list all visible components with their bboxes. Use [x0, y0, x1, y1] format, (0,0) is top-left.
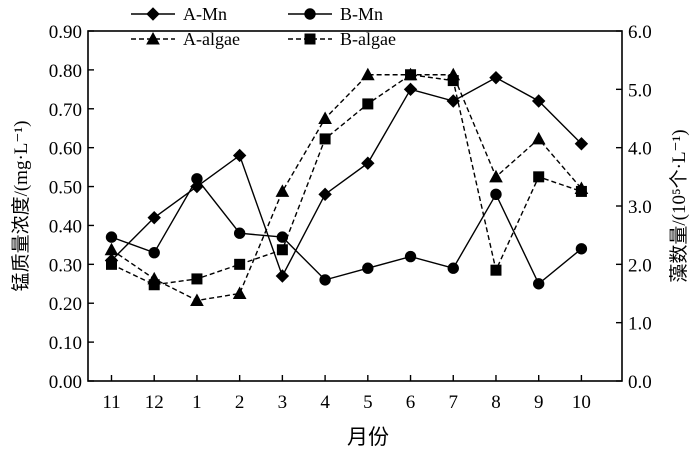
data-point-a-algae [104, 242, 119, 256]
y-right-tick-label: 6.0 [628, 22, 652, 43]
data-point-a-mn [232, 148, 247, 163]
y-left-tick-label: 0.20 [49, 294, 82, 315]
legend-label: A-Mn [183, 4, 227, 24]
y-left-tick-label: 0.80 [49, 61, 82, 82]
legend-marker [304, 33, 316, 45]
x-tick-label: 4 [320, 392, 330, 413]
data-point-b-algae [533, 171, 545, 183]
data-point-b-algae [191, 273, 203, 285]
data-point-a-mn [361, 156, 375, 170]
y-left-tick-label: 0.10 [49, 333, 82, 354]
data-point-b-algae [490, 264, 502, 276]
legend-entry-a-algae: A-algae [131, 29, 240, 49]
data-point-a-algae [190, 293, 204, 306]
legend-label: B-algae [340, 29, 396, 49]
y-left-tick-label: 0.00 [49, 372, 82, 393]
data-point-b-algae [447, 75, 459, 87]
y-right-tick-label: 2.0 [628, 255, 652, 276]
legend-marker [304, 8, 316, 20]
y-right-tick-label: 0.0 [628, 372, 652, 393]
data-point-b-algae [234, 258, 246, 270]
x-tick-label: 10 [572, 392, 591, 413]
y-left-tick-label: 0.30 [49, 255, 82, 276]
data-point-a-algae [232, 286, 247, 299]
legend-label: B-Mn [340, 4, 383, 24]
data-point-b-mn [276, 231, 289, 243]
series-line-a-mn [111, 76, 582, 278]
y-axis-right-label: 藻数量/(10⁵个·L⁻¹) [668, 129, 690, 282]
data-point-a-mn [318, 187, 332, 202]
series-line-b-algae [111, 74, 582, 286]
y-left-tick-label: 0.60 [49, 139, 82, 160]
x-tick-label: 11 [102, 392, 120, 413]
data-point-b-algae [405, 69, 417, 81]
data-point-b-mn [490, 188, 502, 201]
x-tick-label: 7 [449, 392, 459, 413]
data-point-b-mn [319, 274, 331, 286]
data-point-b-mn [575, 243, 588, 255]
data-point-a-algae [275, 184, 290, 197]
y-right-tick-label: 5.0 [628, 80, 652, 101]
data-point-b-mn [191, 173, 203, 185]
legend-marker [146, 7, 160, 21]
data-point-a-mn [489, 70, 503, 85]
series-line-b-mn [111, 177, 582, 285]
x-tick-label: 8 [491, 392, 501, 413]
legend-entry-a-mn: A-Mn [131, 4, 227, 24]
data-point-a-algae [489, 169, 503, 183]
legend: A-Mn B-Mn A-algae B-algae [131, 4, 396, 49]
x-axis-label: 月份 [347, 425, 389, 449]
y-left-tick-label: 0.90 [49, 22, 82, 43]
axes: 0.00 0.10 0.20 0.30 0.40 0.50 0.60 0.70 0.80 0.90… [49, 22, 652, 413]
series-b-mn [105, 173, 588, 290]
data-point-a-mn [574, 137, 589, 151]
data-point-a-mn [531, 94, 546, 108]
data-point-a-algae [318, 111, 332, 124]
legend-entry-b-algae: B-algae [288, 29, 396, 49]
plot-frame [87, 30, 623, 382]
data-point-b-algae [148, 279, 160, 291]
legend-marker [146, 31, 160, 45]
data-point-a-mn [147, 210, 161, 225]
data-point-b-mn [233, 227, 246, 239]
data-point-b-mn [447, 262, 459, 274]
series-layer [104, 67, 589, 306]
x-tick-label: 1 [192, 392, 202, 413]
series-b-algae [105, 69, 587, 291]
data-point-a-mn [403, 82, 418, 97]
legend-entry-b-mn: B-Mn [288, 4, 383, 24]
data-point-b-mn [148, 246, 160, 259]
series-a-mn [104, 70, 589, 283]
data-point-a-algae [531, 131, 546, 145]
data-point-b-algae [362, 98, 374, 110]
y-axis-left-label: 锰质量浓度/(mg·L⁻¹) [10, 121, 32, 292]
data-point-b-algae [319, 133, 331, 145]
data-point-b-algae [575, 185, 587, 197]
data-point-a-algae [360, 67, 375, 81]
data-point-b-algae [276, 244, 288, 256]
data-point-a-mn [275, 269, 290, 283]
y-right-tick-label: 4.0 [628, 139, 652, 160]
x-tick-label: 3 [278, 392, 288, 413]
data-point-b-mn [105, 231, 118, 243]
data-point-b-mn [362, 262, 374, 274]
data-point-b-mn [532, 278, 545, 290]
x-tick-label: 5 [363, 392, 373, 413]
y-left-tick-label: 0.50 [49, 178, 82, 199]
x-tick-label: 9 [534, 392, 544, 413]
y-right-tick-label: 3.0 [628, 197, 652, 218]
y-left-tick-label: 0.70 [49, 100, 82, 121]
series-line-a-algae [111, 74, 582, 302]
x-tick-label: 2 [235, 392, 245, 413]
series-a-algae [104, 67, 589, 306]
y-left-tick-label: 0.40 [49, 216, 82, 237]
x-tick-label: 6 [406, 392, 416, 413]
data-point-b-mn [404, 250, 417, 263]
data-point-b-algae [105, 258, 117, 270]
y-right-tick-label: 1.0 [628, 314, 652, 335]
legend-label: A-algae [183, 29, 240, 49]
x-tick-label: 12 [145, 392, 164, 413]
